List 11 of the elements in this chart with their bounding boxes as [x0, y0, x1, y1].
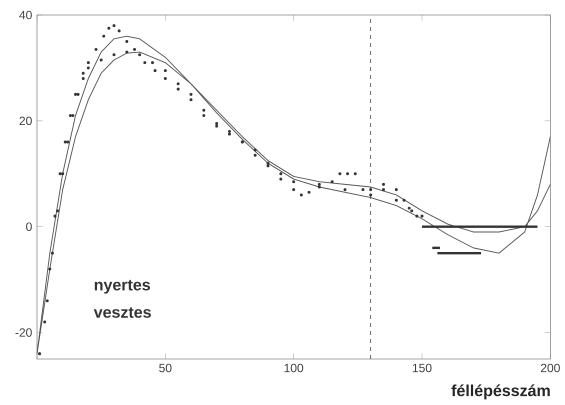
- x-axis-title: féllépésszám: [451, 384, 550, 400]
- x-tick-label: 100: [284, 364, 304, 372]
- x-tick-label: 200: [540, 364, 560, 372]
- y-tick-label: 40: [19, 10, 32, 20]
- annotation: vesztes: [94, 307, 151, 318]
- annotation: nyertes: [94, 280, 150, 294]
- y-tick-label: 20: [20, 116, 32, 126]
- x-tick-label: 50: [159, 364, 172, 372]
- y-tick-label: -20: [15, 328, 32, 337]
- y-tick-label: 0: [26, 222, 32, 231]
- x-tick-label: 150: [412, 364, 432, 372]
